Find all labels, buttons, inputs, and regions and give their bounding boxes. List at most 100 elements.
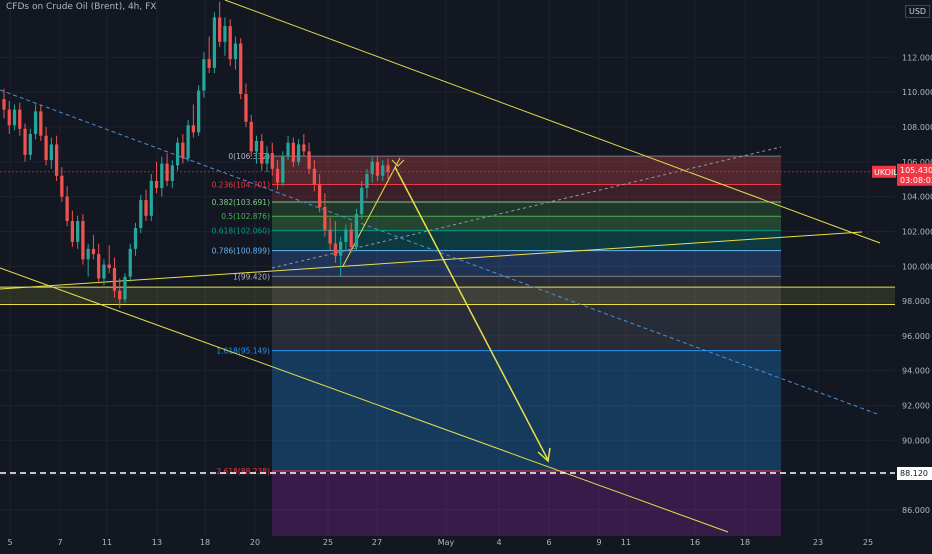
- candle-body: [328, 229, 332, 244]
- fib-level-label: 0.236(104.701): [212, 180, 270, 189]
- x-tick-label: 16: [690, 538, 700, 547]
- candle-body: [97, 254, 101, 279]
- candle-body: [191, 125, 196, 133]
- candle-body: [265, 153, 269, 164]
- candles: [2, 1, 390, 309]
- candle-body: [317, 184, 322, 208]
- y-tick-label: 94.000: [902, 367, 930, 376]
- candle-body: [44, 135, 48, 161]
- y-tick-label: 90.000: [902, 436, 930, 445]
- fib-zone: [272, 202, 781, 217]
- swing-line: [342, 157, 401, 267]
- candle-body: [296, 144, 301, 162]
- y-tick-label: 100.000: [902, 262, 932, 271]
- chart-title: CFDs on Crude Oil (Brent), 4h, FX: [6, 2, 157, 12]
- x-tick-label: May: [438, 538, 455, 547]
- candle-body: [154, 180, 159, 188]
- candle-body: [86, 248, 90, 260]
- x-tick-label: 25: [863, 538, 873, 547]
- trendline-lower-falling: [0, 267, 729, 533]
- price-axis-bg: [895, 0, 932, 550]
- candle-body: [28, 134, 32, 155]
- x-tick-label: 20: [250, 538, 260, 547]
- candle-body: [18, 109, 22, 129]
- currency-badge[interactable]: USD: [905, 5, 931, 18]
- candle-body: [39, 111, 43, 136]
- candle-body: [239, 43, 243, 94]
- candle-body: [70, 221, 75, 242]
- y-tick-label: 92.000: [902, 401, 930, 410]
- fib-level-label: 2.618(88.238): [216, 467, 270, 476]
- candle-body: [212, 17, 217, 68]
- candle-body: [360, 187, 364, 215]
- candle-body: [2, 99, 6, 110]
- candle-body: [170, 165, 174, 181]
- x-tick-label: 27: [372, 538, 382, 547]
- candle-body: [307, 151, 311, 169]
- x-tick-label: 9: [596, 538, 601, 547]
- y-tick-label: 110.000: [902, 88, 932, 97]
- candle-body: [112, 268, 117, 291]
- candle-body: [270, 153, 274, 169]
- candle-body: [244, 93, 248, 122]
- candle-body: [49, 144, 53, 161]
- x-tick-label: 6: [546, 538, 551, 547]
- candle-body: [81, 221, 85, 260]
- x-tick-label: 5: [7, 538, 12, 547]
- swing-arrow-head: [391, 159, 405, 167]
- candle-body: [386, 165, 390, 173]
- candle-body: [339, 241, 343, 256]
- fib-level-label: 0.618(102.060): [212, 226, 270, 235]
- candle-body: [23, 128, 27, 155]
- candle-body: [118, 290, 122, 300]
- candle-body: [375, 161, 380, 176]
- candle-body: [128, 248, 132, 277]
- last-price-value: 105.430: [900, 166, 932, 175]
- trendline-upper: [224, 0, 881, 244]
- fib-zone-extension: [272, 470, 781, 536]
- price-axis: 86.00088.00090.00092.00094.00096.00098.0…: [872, 0, 932, 550]
- candle-body: [260, 140, 264, 164]
- fib-level-label: 1(99.420): [233, 272, 270, 281]
- trendlines: [0, 0, 881, 533]
- candle-body: [228, 26, 232, 60]
- x-tick-label: 23: [813, 538, 823, 547]
- fib-zone: [272, 184, 781, 203]
- projection-arrow: [394, 166, 549, 461]
- candle-body: [370, 161, 374, 175]
- candle-body: [275, 168, 280, 183]
- candle-body: [165, 163, 169, 181]
- fib-zone: [272, 156, 781, 185]
- candle-body: [365, 174, 369, 188]
- time-axis: 5 7 11 13 18 20 25 27 May 4 6 9 11 16 18 23 25: [7, 538, 873, 547]
- candle-body: [107, 264, 111, 268]
- fib-zone: [272, 350, 781, 471]
- candle-body: [281, 156, 285, 183]
- x-tick-label: 11: [102, 538, 112, 547]
- candle-body: [323, 207, 327, 230]
- candle-body: [133, 227, 138, 249]
- y-tick-label: 108.000: [902, 123, 932, 132]
- candle-body: [286, 142, 290, 157]
- x-tick-label: 18: [200, 538, 210, 547]
- last-price-tag[interactable]: [897, 163, 932, 186]
- candle-body: [249, 121, 253, 152]
- candle-body: [175, 142, 180, 166]
- candle-body: [12, 109, 17, 126]
- y-tick-label: 98.000: [902, 297, 930, 306]
- x-tick-label: 11: [621, 538, 631, 547]
- grid: [0, 0, 895, 536]
- candle-body: [196, 90, 201, 133]
- trendline-lower-rising: [0, 231, 863, 290]
- target-price-tag[interactable]: [897, 467, 932, 481]
- candle-body: [181, 142, 185, 159]
- fib-zone: [272, 276, 781, 351]
- last-price-countdown: 03:08:03: [900, 176, 932, 185]
- y-tick-label: 86.000: [902, 506, 930, 515]
- y-tick-label: 112.000: [902, 53, 932, 62]
- fib-zone: [272, 250, 781, 277]
- arrow-head: [537, 447, 551, 463]
- fib-level-label: 0.382(103.691): [212, 198, 270, 207]
